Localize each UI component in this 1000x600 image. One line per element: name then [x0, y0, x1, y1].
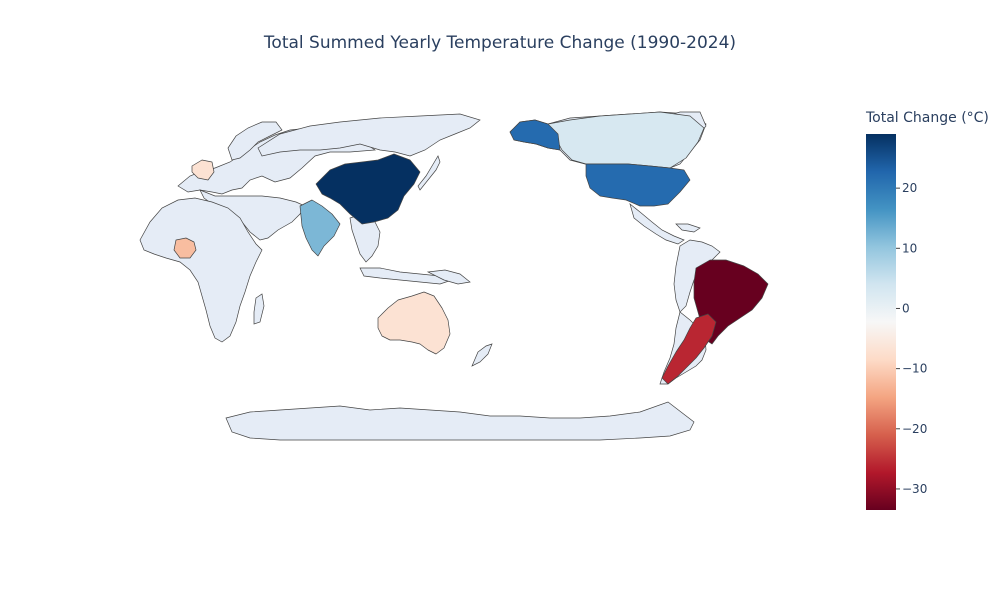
- land-new-zealand: [471, 343, 493, 367]
- choropleth-regions: [173, 111, 769, 385]
- chart-title: Total Summed Yearly Temperature Change (…: [263, 33, 737, 53]
- colorbar-tick-label: −10: [902, 362, 927, 376]
- region-alaska[interactable]: [509, 119, 561, 151]
- region-nigeria[interactable]: [173, 237, 197, 259]
- region-united-states[interactable]: [585, 163, 691, 207]
- land-indonesia: [359, 267, 454, 285]
- land-new-guinea: [426, 269, 471, 285]
- land-antarctica: [225, 401, 695, 441]
- colorbar-tick-label: 0: [902, 301, 910, 315]
- region-france[interactable]: [191, 159, 215, 181]
- land-caribbean: [675, 223, 701, 233]
- region-argentina[interactable]: [661, 313, 717, 385]
- colorbar-title: Total Change (°C): [866, 110, 989, 126]
- colorbar-gradient: [866, 134, 896, 510]
- land-madagascar: [253, 293, 265, 325]
- colorbar-tick-label: −20: [902, 422, 927, 436]
- land-japan: [417, 155, 441, 191]
- colorbar-tick-label: 10: [902, 241, 917, 255]
- region-china[interactable]: [315, 153, 421, 225]
- colorbar-tick-label: 20: [902, 181, 917, 195]
- land-central-america: [629, 203, 685, 245]
- region-india[interactable]: [299, 199, 341, 257]
- region-canada[interactable]: [547, 111, 705, 169]
- land-africa: [139, 197, 263, 343]
- colorbar-ticks: 20 10 0 −10 −20 −30: [896, 181, 927, 496]
- colorbar-tick-label: −30: [902, 482, 927, 496]
- region-australia[interactable]: [377, 291, 451, 355]
- land-scandinavia: [227, 121, 283, 161]
- land-russia: [257, 113, 481, 157]
